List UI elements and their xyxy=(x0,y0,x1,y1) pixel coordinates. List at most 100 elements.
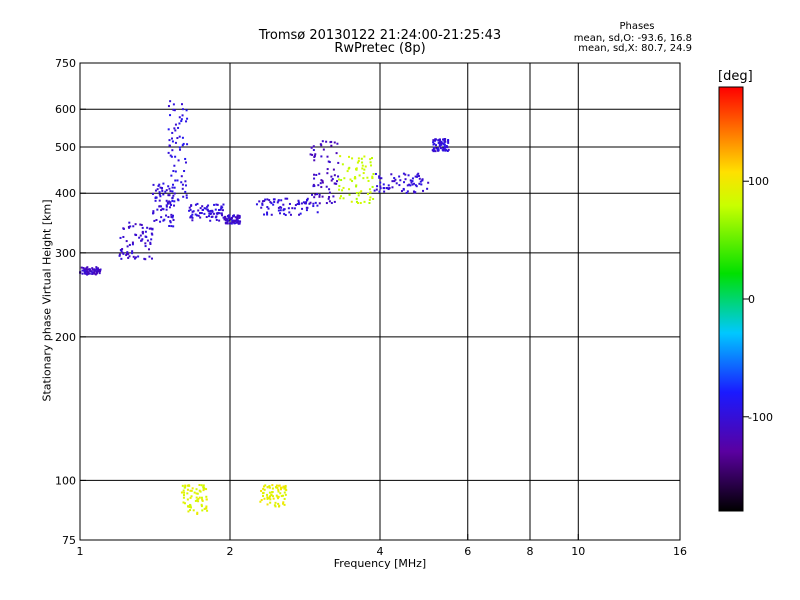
data-point xyxy=(158,191,161,194)
data-point xyxy=(149,241,152,244)
x-tick-label: 2 xyxy=(227,545,234,558)
data-point xyxy=(283,497,286,500)
data-point xyxy=(172,108,175,111)
data-point xyxy=(180,175,183,178)
data-point xyxy=(349,178,352,181)
data-point xyxy=(190,215,193,218)
data-point xyxy=(131,250,134,253)
data-point xyxy=(181,144,184,147)
data-point xyxy=(328,188,331,191)
data-point xyxy=(278,484,281,487)
data-point xyxy=(284,486,287,489)
data-point xyxy=(410,181,413,184)
data-point xyxy=(263,213,266,216)
data-point xyxy=(445,148,448,151)
data-point xyxy=(149,242,152,245)
data-point xyxy=(119,236,122,239)
data-point xyxy=(348,193,351,196)
data-point xyxy=(266,206,269,209)
data-point xyxy=(313,159,316,162)
data-point xyxy=(328,195,331,198)
data-point xyxy=(182,142,185,145)
data-point xyxy=(447,140,450,143)
data-point xyxy=(172,183,175,186)
data-point xyxy=(427,181,430,184)
data-point xyxy=(169,154,172,157)
data-point xyxy=(190,204,193,207)
data-point xyxy=(211,210,214,213)
data-point xyxy=(441,142,444,145)
data-point xyxy=(260,489,263,492)
data-point xyxy=(172,214,175,217)
data-point xyxy=(238,214,241,217)
data-point xyxy=(277,502,280,505)
data-point xyxy=(261,200,264,203)
data-point xyxy=(275,494,278,497)
data-point xyxy=(328,200,331,203)
data-point xyxy=(184,180,187,183)
data-point xyxy=(183,502,186,505)
data-point xyxy=(411,177,414,180)
data-point xyxy=(231,219,234,222)
data-point xyxy=(368,198,371,201)
data-point xyxy=(182,494,185,497)
data-point xyxy=(305,209,308,212)
data-point xyxy=(158,199,161,202)
data-point xyxy=(210,212,213,215)
data-point xyxy=(437,149,440,152)
data-point xyxy=(316,204,319,207)
data-point xyxy=(132,255,135,258)
data-point xyxy=(211,209,214,212)
data-point xyxy=(199,216,202,219)
data-point xyxy=(355,167,358,170)
data-point xyxy=(134,223,137,226)
data-point xyxy=(373,189,376,192)
data-point xyxy=(92,268,95,271)
data-point xyxy=(337,175,340,178)
data-point xyxy=(187,510,190,513)
data-point xyxy=(228,222,231,225)
data-point xyxy=(178,116,181,119)
data-point xyxy=(321,181,324,184)
data-point xyxy=(358,174,361,177)
data-point xyxy=(339,155,342,158)
data-point xyxy=(200,505,203,508)
data-point xyxy=(230,218,233,221)
data-point xyxy=(264,198,267,201)
data-point xyxy=(333,174,336,177)
data-point xyxy=(164,190,167,193)
data-point xyxy=(217,211,220,214)
data-point xyxy=(217,209,220,212)
data-point xyxy=(354,177,357,180)
data-point xyxy=(357,202,360,205)
data-point xyxy=(235,221,238,224)
data-point xyxy=(332,195,335,198)
data-point xyxy=(407,174,410,177)
data-point xyxy=(236,219,239,222)
data-point xyxy=(269,495,272,498)
data-point xyxy=(431,149,434,152)
y-tick-label: 500 xyxy=(55,141,76,154)
data-point xyxy=(363,155,366,158)
data-point xyxy=(336,142,339,145)
data-point xyxy=(129,225,132,228)
data-point xyxy=(266,503,269,506)
data-point xyxy=(369,196,372,199)
data-point xyxy=(437,141,440,144)
data-point xyxy=(274,501,277,504)
data-point xyxy=(127,252,130,255)
data-point xyxy=(154,196,157,199)
data-point xyxy=(437,148,440,151)
data-point xyxy=(387,184,390,187)
data-point xyxy=(144,242,147,245)
data-point xyxy=(298,213,301,216)
data-point xyxy=(268,486,271,489)
data-point xyxy=(379,187,382,190)
data-point xyxy=(312,205,315,208)
data-point xyxy=(284,214,287,217)
data-point xyxy=(169,220,172,223)
colorbar-tick-label: 100 xyxy=(748,175,769,188)
data-point xyxy=(181,187,184,190)
data-point xyxy=(223,218,226,221)
data-point xyxy=(152,183,155,186)
